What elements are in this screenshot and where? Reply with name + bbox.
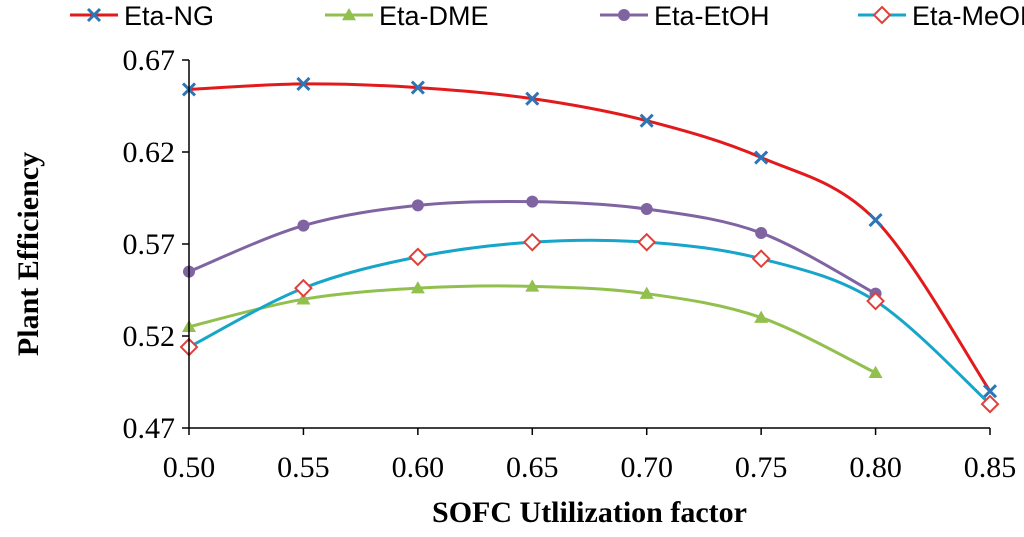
x-tick-label: 0.55 (277, 451, 330, 484)
x-tick-label: 0.65 (506, 451, 559, 484)
legend-item-eta-etoh: Eta-EtOH (600, 1, 770, 31)
data-point-eta-meoh (408, 247, 428, 267)
legend-item-eta-ng: Eta-NG (70, 1, 214, 31)
legend-label: Eta-DME (379, 1, 489, 31)
legend-swatch-marker (86, 7, 102, 23)
x-tick-label: 0.80 (849, 451, 902, 484)
data-point-eta-ng (754, 150, 769, 165)
data-point-eta-etoh (526, 195, 539, 208)
y-axis-title: Plant Efficiency (12, 152, 45, 356)
data-point-eta-ng (410, 80, 425, 95)
series-eta-ng (181, 76, 998, 399)
data-point-eta-ng (296, 76, 311, 91)
x-axis-title: SOFC Utlilization factor (432, 496, 747, 529)
axes (188, 60, 990, 429)
series-eta-meoh (179, 232, 1000, 414)
series-line-eta-dme (188, 284, 877, 375)
data-point-eta-ng (982, 384, 998, 399)
data-point-eta-etoh (411, 199, 424, 212)
legend-swatch-marker (872, 5, 892, 25)
data-point-eta-ng (868, 213, 883, 228)
ticks: 0.47 0.52 0.57 0.62 0.67 0.50 0.55 0.60 0.65 0.70… (123, 44, 1017, 484)
plot-series (179, 76, 1000, 414)
data-point-eta-meoh (980, 394, 1000, 414)
data-point-eta-meoh (522, 232, 542, 252)
data-point-eta-etoh (640, 203, 653, 216)
x-tick-label: 0.60 (392, 451, 445, 484)
data-point-eta-meoh (294, 278, 313, 298)
x-tick-label: 0.85 (964, 451, 1017, 484)
data-point-eta-ng (525, 91, 540, 106)
y-tick-label: 0.57 (123, 228, 176, 261)
y-tick-label: 0.67 (123, 44, 176, 77)
legend: Eta-NG Eta-DME Eta-EtOH Eta-MeOH (70, 1, 1024, 31)
data-point-eta-dme (639, 286, 654, 299)
legend-item-eta-dme: Eta-DME (325, 1, 489, 31)
data-point-eta-meoh (866, 291, 885, 311)
legend-item-eta-meoh: Eta-MeOH (858, 1, 1024, 31)
data-point-eta-ng (639, 113, 654, 128)
legend-label: Eta-NG (124, 1, 214, 31)
data-point-eta-dme (525, 279, 540, 292)
data-point-eta-etoh (297, 219, 310, 232)
series-line-eta-meoh (188, 238, 992, 406)
x-tick-label: 0.50 (163, 451, 216, 484)
legend-label: Eta-EtOH (654, 1, 770, 31)
x-tick-label: 0.70 (620, 451, 673, 484)
data-point-eta-dme (296, 292, 311, 305)
data-point-eta-dme (410, 281, 425, 294)
series-eta-etoh (183, 195, 882, 300)
data-point-eta-meoh (637, 232, 657, 252)
y-tick-label: 0.47 (123, 412, 176, 445)
y-tick-label: 0.52 (123, 320, 176, 353)
legend-label: Eta-MeOH (912, 1, 1024, 31)
data-point-eta-meoh (751, 249, 771, 269)
x-tick-label: 0.75 (735, 451, 788, 484)
legend-swatch-marker (618, 9, 630, 21)
data-point-eta-dme (754, 310, 769, 323)
series-line-eta-ng (188, 82, 992, 393)
legend-swatch-marker (342, 8, 356, 21)
y-tick-label: 0.62 (123, 136, 176, 169)
data-point-eta-dme (868, 365, 883, 379)
data-point-eta-etoh (755, 226, 768, 239)
